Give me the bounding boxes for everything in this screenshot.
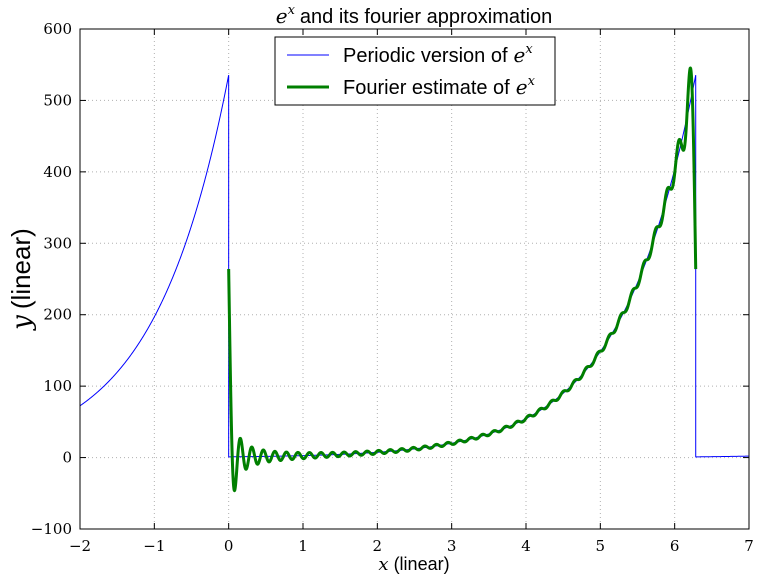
legend-entry-fourier-text: Fourier estimate of	[343, 77, 510, 99]
legend-entry-periodic: Periodic version of ex	[343, 42, 533, 67]
series-periodic-line	[80, 74, 749, 458]
y-axis-label-math: y	[7, 315, 37, 331]
y-axis-label-text: (linear)	[6, 228, 36, 309]
y-tick-label: 300	[43, 234, 72, 252]
y-tick-label: 0	[62, 449, 72, 467]
x-axis-label-text: (linear)	[394, 554, 450, 574]
y-tick-label: 600	[43, 20, 72, 38]
title-math-sup: x	[288, 3, 296, 18]
x-tick-label: −1	[143, 537, 165, 555]
legend: Periodic version of ex Fourier estimate o…	[274, 36, 556, 106]
series-fourier-line	[227, 66, 698, 493]
legend-entry-fourier-sup: x	[528, 74, 536, 89]
x-tick-label: 0	[224, 537, 234, 555]
y-tick-label: 100	[43, 377, 72, 395]
axis-ticks: −2 −1 0 1 2 3 4 5 6 7 −100 0 100 200 300 400 500 600	[31, 20, 754, 555]
legend-entry-fourier-math: e	[516, 75, 528, 99]
legend-entry-periodic-text: Periodic version of	[343, 45, 508, 67]
legend-entry-periodic-sup: x	[525, 42, 533, 57]
x-axis-label-math: x	[378, 554, 388, 575]
plot-frame	[79, 28, 750, 530]
y-tick-label: 400	[43, 163, 72, 181]
x-tick-label: 4	[521, 537, 531, 555]
x-tick-label: 6	[670, 537, 680, 555]
chart-title: ex and its fourier approximation	[276, 3, 553, 28]
plot-series	[80, 66, 749, 493]
x-tick-label: 5	[596, 537, 606, 555]
legend-entry-periodic-math: e	[514, 43, 526, 67]
x-tick-label: 7	[744, 537, 754, 555]
x-tick-label: 1	[298, 537, 308, 555]
x-axis-label: x (linear)	[378, 554, 449, 575]
legend-box	[274, 36, 556, 106]
x-tick-label: 3	[447, 537, 457, 555]
x-tick-label: −2	[69, 537, 91, 555]
y-tick-label: 200	[43, 306, 72, 324]
x-tick-label: 2	[373, 537, 383, 555]
y-axis-label: y (linear)	[6, 228, 37, 331]
title-text: and its fourier approximation	[300, 6, 552, 28]
legend-entry-fourier: Fourier estimate of ex	[343, 74, 536, 99]
y-tick-label: 500	[43, 91, 72, 109]
y-tick-label: −100	[31, 520, 72, 538]
title-math: e	[276, 4, 288, 28]
